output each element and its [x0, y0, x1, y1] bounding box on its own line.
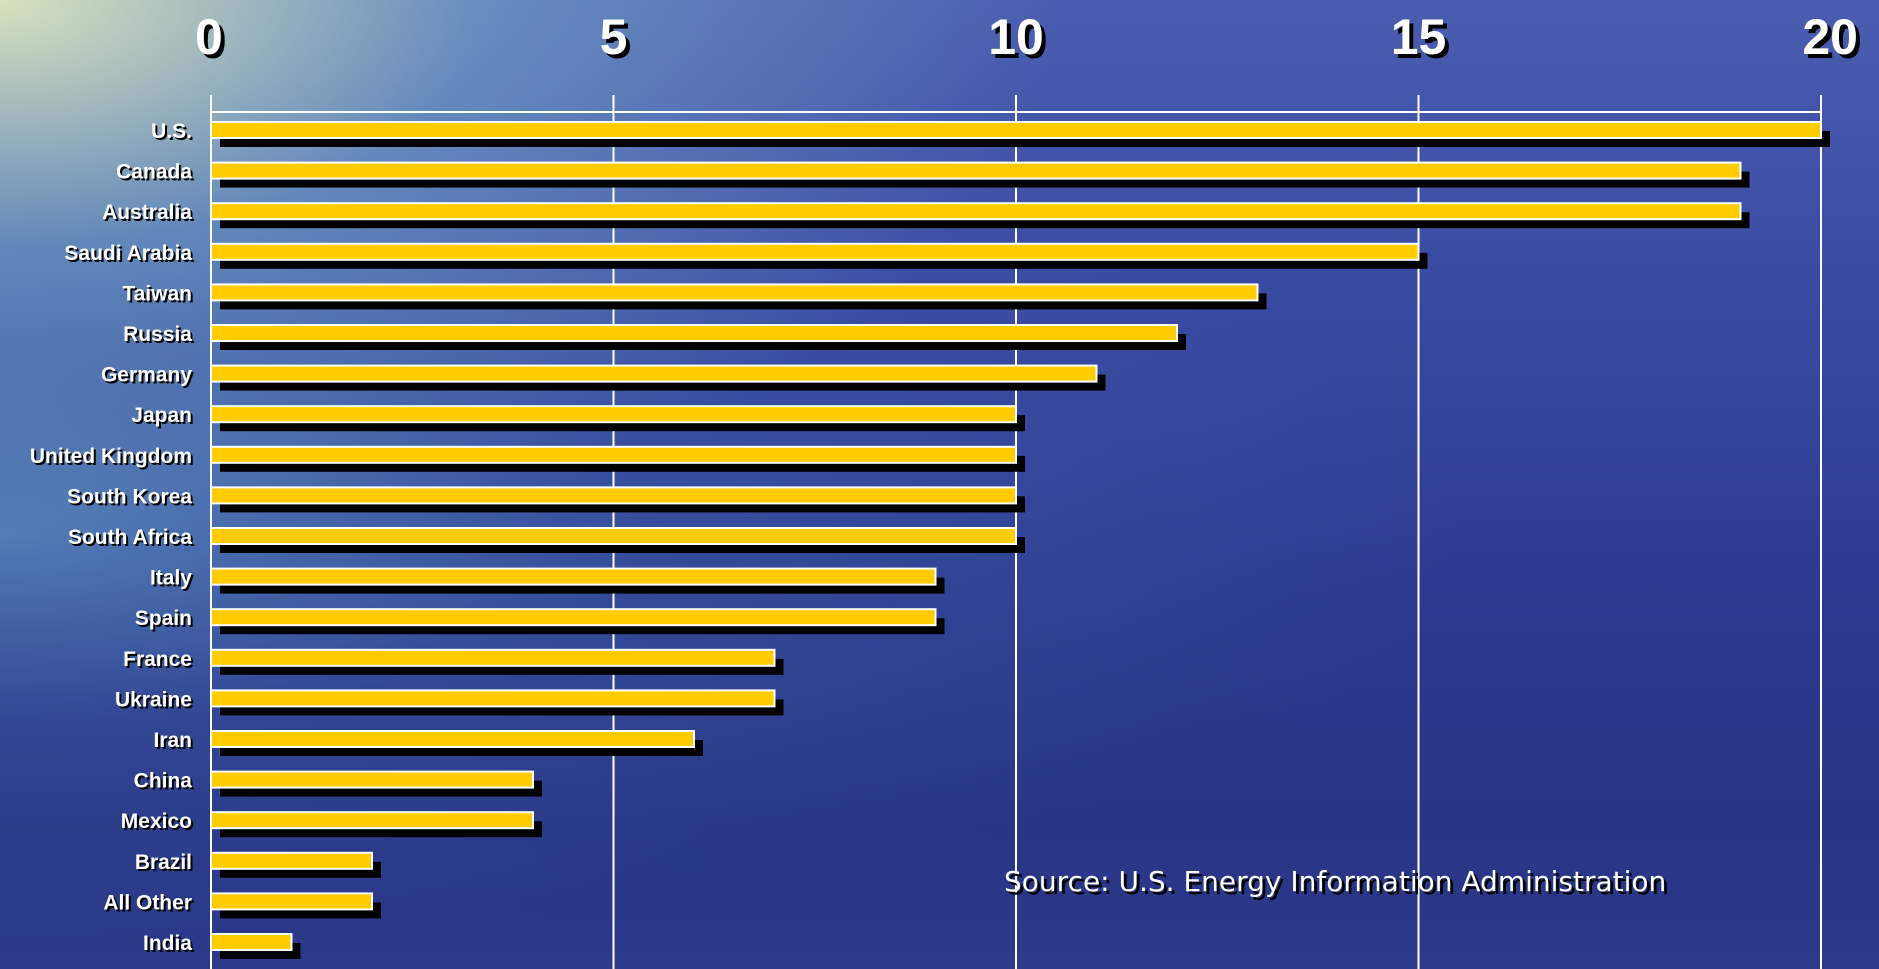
category-label-shadow-canada: Canada	[118, 163, 194, 186]
bar-china	[210, 770, 534, 789]
x-tick-label-shadow-10: 10	[992, 13, 1048, 69]
x-tick-label-10: 10	[988, 9, 1044, 65]
x-tick-label-shadow-5: 5	[604, 13, 632, 69]
category-label-china: China	[134, 770, 193, 793]
bar-ukraine	[210, 689, 776, 708]
x-tick-label-20: 20	[1802, 9, 1858, 65]
category-label-russia: Russia	[123, 323, 192, 346]
category-label-south-korea: South Korea	[67, 485, 192, 508]
x-tick-label-5: 5	[600, 9, 628, 65]
category-label-shadow-france: France	[125, 650, 194, 673]
bar-saudi-arabia	[210, 242, 1420, 261]
bar-india	[210, 933, 293, 951]
bar-australia	[210, 202, 1742, 221]
category-label-australia: Australia	[102, 201, 192, 224]
category-label-all-other: All Other	[103, 891, 192, 914]
category-label-shadow-ukraine: Ukraine	[117, 690, 194, 713]
x-tick-label-0: 0	[195, 9, 223, 65]
category-label-spain: Spain	[135, 607, 192, 630]
category-label-brazil: Brazil	[135, 851, 192, 874]
category-label-japan: Japan	[131, 404, 192, 427]
category-label-iran: Iran	[153, 729, 192, 752]
category-label-germany: Germany	[101, 364, 192, 387]
category-label-shadow-iran: Iran	[155, 731, 194, 754]
bar-france	[210, 648, 776, 667]
x-tick-label-shadow-0: 0	[199, 13, 227, 69]
category-label-shadow-taiwan: Taiwan	[124, 284, 194, 307]
category-label-shadow-mexico: Mexico	[123, 812, 194, 835]
bar-italy	[210, 567, 937, 586]
x-tick-label-shadow-15: 15	[1395, 13, 1451, 69]
x-tick-label-shadow-20: 20	[1806, 13, 1862, 69]
bar-spain	[210, 608, 937, 627]
category-label-shadow-russia: Russia	[125, 325, 194, 348]
bar-canada	[210, 161, 1742, 180]
category-labels: U.S.U.S.CanadaCanadaAustraliaAustraliaSa…	[30, 120, 194, 957]
category-label-shadow-india: India	[145, 934, 194, 957]
category-label-france: France	[123, 648, 192, 671]
bar-iran	[210, 730, 695, 748]
category-label-shadow-u-s: U.S.	[153, 122, 194, 145]
category-label-taiwan: Taiwan	[122, 282, 192, 305]
source-annotation-shadow: Source: U.S. Energy Information Administ…	[1007, 868, 1669, 901]
bar-u-s	[210, 121, 1822, 139]
category-label-italy: Italy	[150, 567, 192, 590]
category-label-south-africa: South Africa	[68, 526, 192, 549]
category-label-shadow-all-other: All Other	[105, 893, 194, 916]
bar-united-kingdom	[210, 445, 1017, 464]
category-label-shadow-australia: Australia	[104, 203, 194, 226]
source-annotation-text: Source: U.S. Energy Information Administ…	[1004, 865, 1666, 898]
category-label-shadow-germany: Germany	[103, 366, 194, 389]
category-label-mexico: Mexico	[121, 810, 192, 833]
category-label-shadow-saudi-arabia: Saudi Arabia	[66, 244, 194, 267]
bar-brazil	[210, 851, 373, 870]
category-label-shadow-china: China	[136, 772, 195, 795]
category-label-saudi-arabia: Saudi Arabia	[64, 242, 192, 265]
category-label-u-s: U.S.	[151, 120, 192, 143]
bar-all-other	[210, 892, 373, 911]
category-label-shadow-united-kingdom: United Kingdom	[32, 447, 194, 470]
bar-germany	[210, 364, 1098, 383]
source-annotation: Source: U.S. Energy Information Administ…	[1004, 865, 1669, 901]
category-label-canada: Canada	[116, 161, 192, 184]
category-label-united-kingdom: United Kingdom	[30, 445, 192, 468]
category-label-shadow-south-africa: South Africa	[70, 528, 194, 551]
bar-south-korea	[210, 486, 1017, 505]
category-label-shadow-spain: Spain	[137, 609, 194, 632]
category-label-shadow-south-korea: South Korea	[69, 487, 194, 510]
bar-mexico	[210, 811, 534, 830]
bars	[210, 121, 1830, 959]
bar-south-africa	[210, 527, 1017, 545]
category-label-shadow-italy: Italy	[152, 569, 194, 592]
category-label-india: India	[143, 932, 192, 955]
bar-taiwan	[210, 283, 1259, 302]
category-label-ukraine: Ukraine	[115, 688, 192, 711]
bar-japan	[210, 405, 1017, 424]
category-label-shadow-brazil: Brazil	[137, 853, 194, 876]
category-label-shadow-japan: Japan	[133, 406, 194, 429]
x-tick-label-15: 15	[1391, 9, 1447, 65]
bar-russia	[210, 324, 1178, 342]
